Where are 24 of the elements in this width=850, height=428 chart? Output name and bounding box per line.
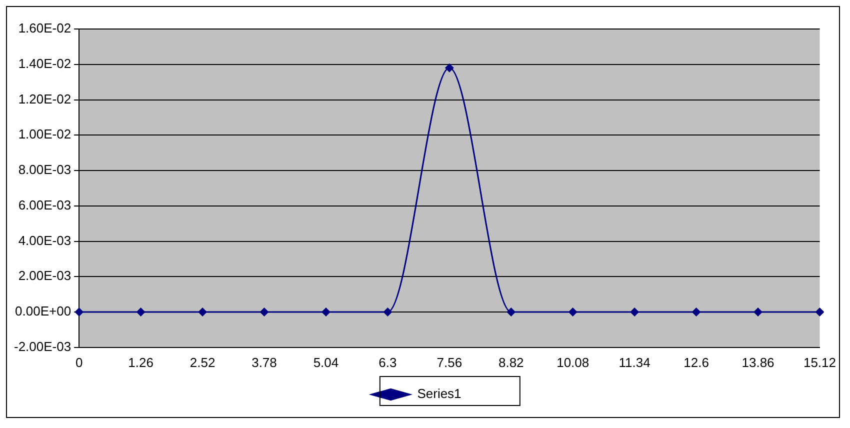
x-tick-label: 0 [75,354,83,370]
y-tick-label: 1.00E-02 [18,126,72,142]
y-tick-label: 4.00E-03 [18,232,72,248]
x-tick-label: 7.56 [436,354,462,370]
x-tick-label: 13.86 [742,354,774,370]
x-tick-label: 2.52 [190,354,216,370]
x-tick-label: 12.6 [684,354,709,370]
x-tick-label: 10.08 [556,354,590,370]
x-tick-label: 1.26 [128,354,154,370]
x-tick-label: 5.04 [313,354,339,370]
x-tick-label: 11.34 [618,354,650,370]
x-tick-label: 15.12 [803,354,836,370]
y-tick-label: 1.40E-02 [18,56,72,71]
y-tick-label: 2.00E-03 [18,268,72,284]
y-tick-label: -2.00E-03 [14,338,72,354]
y-tick-label: 8.00E-03 [18,162,72,178]
x-tick-label: 3.78 [252,354,277,370]
legend-label: Series1 [417,386,462,402]
y-tick-label: 6.00E-03 [18,197,72,212]
x-tick-label: 8.82 [498,354,524,370]
y-tick-label: 0.00E+00 [15,304,72,319]
y-tick-label: 1.20E-02 [18,91,72,106]
y-tick-label: 1.60E-02 [18,20,72,36]
x-tick-label: 6.3 [378,354,397,370]
